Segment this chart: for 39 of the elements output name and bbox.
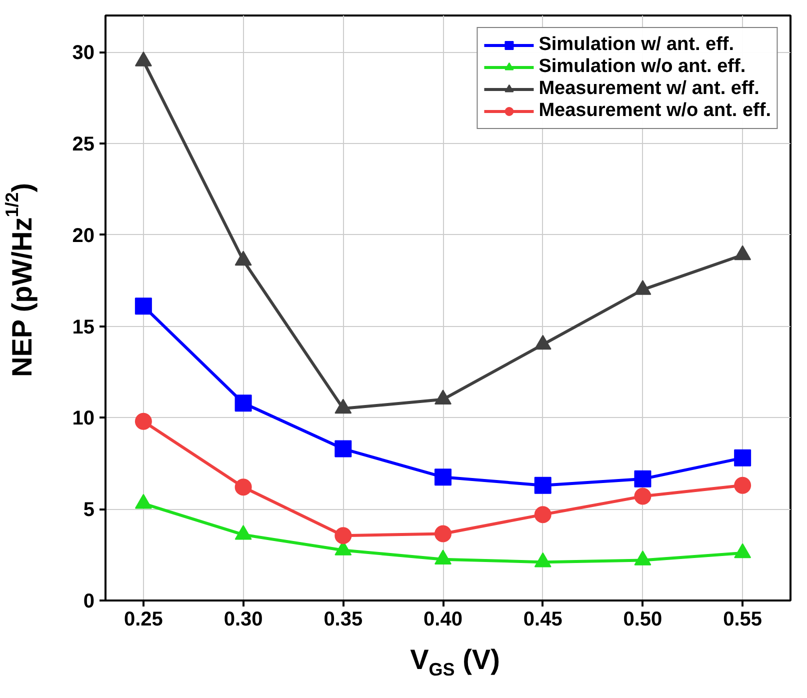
y-tick-label: 25 (72, 133, 95, 156)
point (234, 250, 252, 266)
point (534, 334, 552, 350)
point (534, 476, 552, 494)
x-tick-label: 0.30 (224, 608, 263, 630)
point (334, 527, 352, 544)
x-axis-title: V$_{GS}$ (V) (410, 643, 500, 682)
y-tick-label: 20 (72, 224, 95, 247)
x-tick-label: 0.40 (424, 608, 462, 630)
point (534, 506, 552, 524)
point (434, 525, 452, 542)
point (434, 468, 452, 486)
point (134, 298, 152, 315)
legend-label: Measurement w/o ant. eff. (538, 100, 771, 122)
point (734, 245, 752, 260)
x-tick-label: 0.25 (124, 608, 163, 630)
point (634, 280, 652, 295)
point (434, 390, 452, 405)
point (634, 470, 652, 488)
point (234, 478, 252, 496)
y-tick-label: 5 (83, 499, 94, 522)
x-tick-label: 0.35 (324, 608, 363, 630)
legend-label: Measurement w/ ant. eff. (538, 78, 760, 100)
point (134, 51, 152, 66)
x-tick-label: 0.45 (523, 608, 562, 630)
x-tick-label: 0.55 (723, 608, 762, 630)
point (334, 440, 352, 458)
y-tick-label: 0 (83, 590, 94, 612)
legend-label: Simulation w/o ant. eff. (538, 56, 746, 78)
point (734, 476, 752, 494)
y-tick-label: 30 (72, 42, 95, 64)
x-tick-label: 0.50 (623, 608, 662, 630)
point (634, 488, 652, 505)
point (734, 449, 752, 466)
y-tick-label: 10 (72, 408, 95, 430)
legend-label: Simulation w/ ant. eff. (538, 34, 734, 56)
y-tick-label: 15 (72, 316, 95, 338)
point (134, 412, 152, 430)
point (234, 394, 252, 412)
